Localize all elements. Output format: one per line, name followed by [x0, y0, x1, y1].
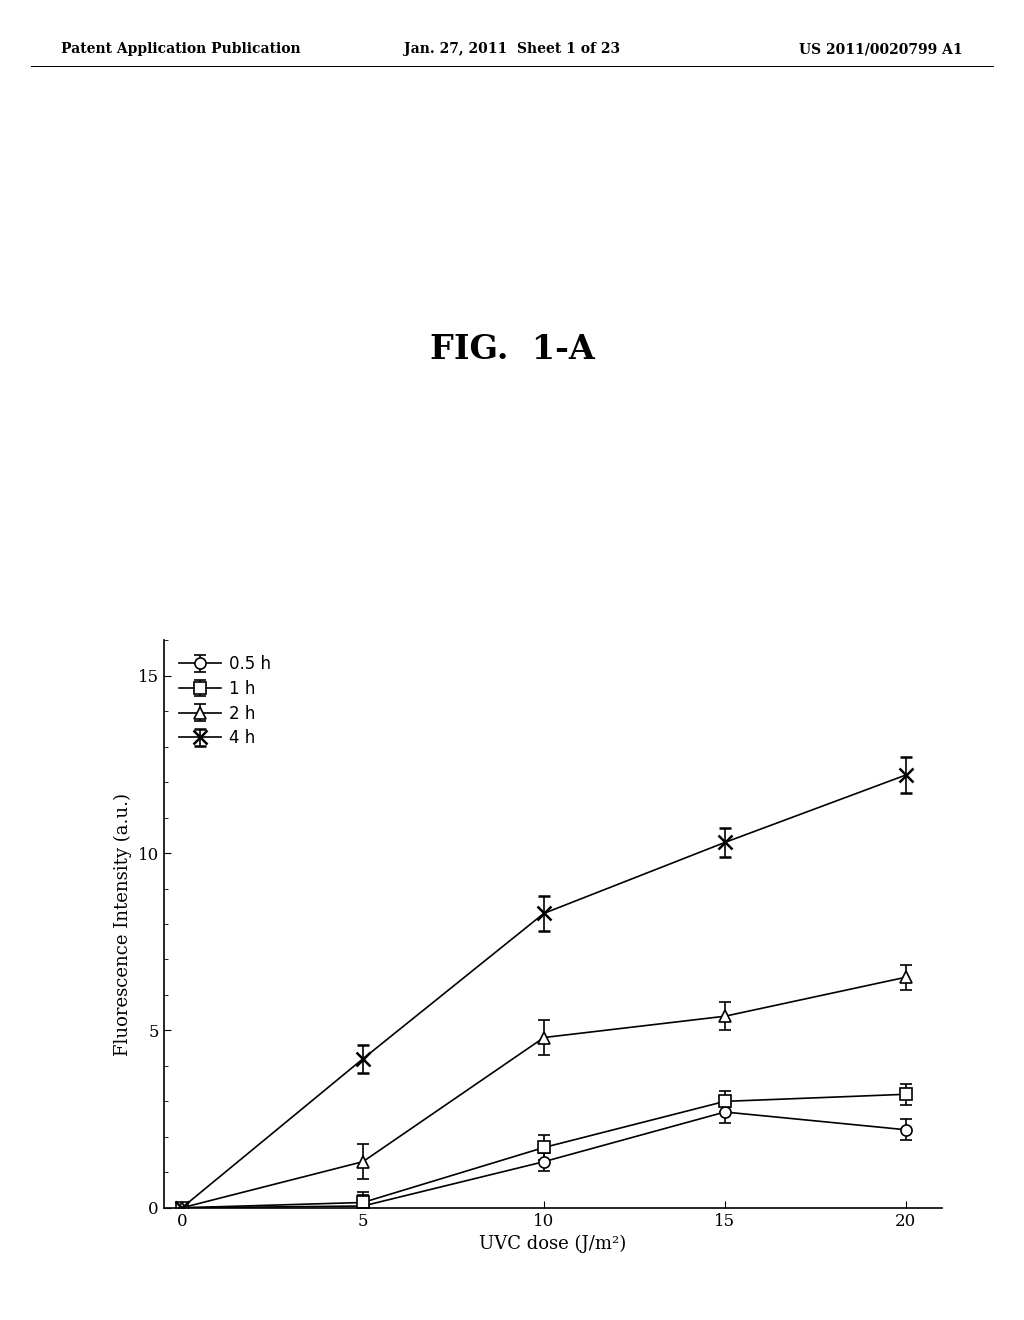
Legend: 0.5 h, 1 h, 2 h, 4 h: 0.5 h, 1 h, 2 h, 4 h — [172, 648, 278, 754]
Y-axis label: Fluorescence Intensity (a.u.): Fluorescence Intensity (a.u.) — [114, 792, 132, 1056]
Text: FIG.  1-A: FIG. 1-A — [430, 334, 594, 367]
Text: US 2011/0020799 A1: US 2011/0020799 A1 — [799, 42, 963, 57]
X-axis label: UVC dose (J/m²): UVC dose (J/m²) — [479, 1236, 627, 1254]
Text: Patent Application Publication: Patent Application Publication — [61, 42, 301, 57]
Text: Jan. 27, 2011  Sheet 1 of 23: Jan. 27, 2011 Sheet 1 of 23 — [403, 42, 621, 57]
